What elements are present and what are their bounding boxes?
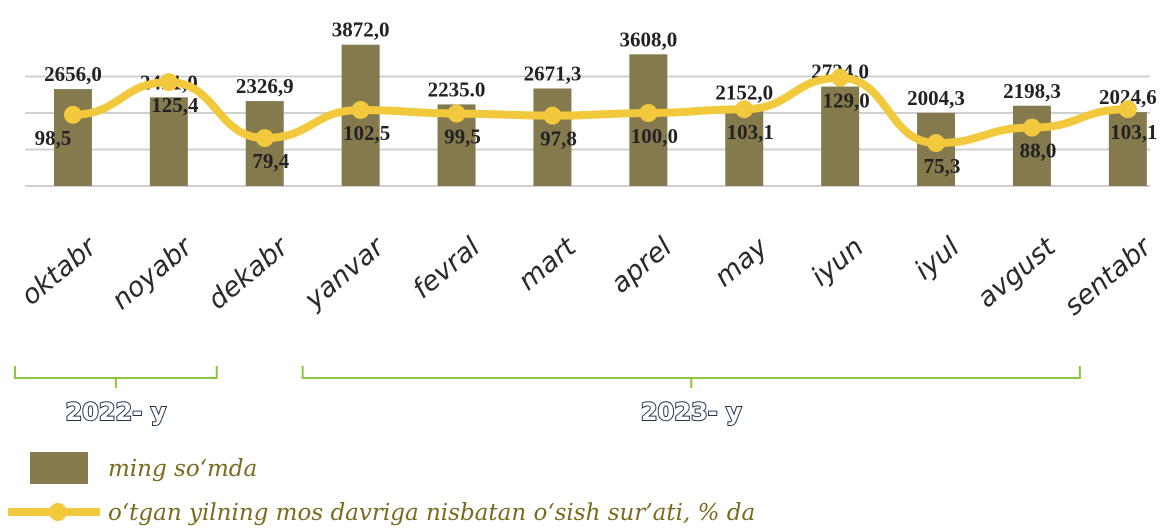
line <box>68 73 1132 148</box>
line-marker <box>927 134 946 153</box>
bar <box>533 88 572 186</box>
line-value-label: 97,8 <box>540 127 577 151</box>
line-marker <box>447 104 466 123</box>
bar <box>53 89 92 186</box>
bar-value-label: 2004,3 <box>907 86 965 110</box>
line-value-label: 99,5 <box>444 125 481 149</box>
bar <box>821 86 860 186</box>
x-tick-label: iyul <box>909 231 966 286</box>
group-label: 2022- y <box>65 398 166 426</box>
line-marker <box>735 100 754 119</box>
line-marker <box>831 68 850 87</box>
x-tick-label: yanvar <box>298 230 392 316</box>
line-value-label: 102,5 <box>343 121 390 145</box>
line-marker <box>351 100 370 119</box>
legend-swatch-marker <box>49 503 67 521</box>
legend-swatch-bar <box>30 452 88 484</box>
bar-value-label: 3608,0 <box>619 27 677 51</box>
line-value-label: 103,1 <box>1110 120 1157 144</box>
bar-value-label: 2198,3 <box>1003 79 1061 103</box>
line-marker <box>639 104 658 122</box>
line-marker <box>543 106 562 125</box>
legend-label: o‘tgan yilning mos davriga nisbatan o‘si… <box>108 500 755 526</box>
x-tick-label: aprel <box>605 231 678 299</box>
x-tick-label: noyabr <box>106 230 200 316</box>
bar-value-label: 2656,0 <box>44 62 102 86</box>
group-label: 2023- y <box>641 398 742 426</box>
bar <box>725 107 764 186</box>
x-tick-label: dekabr <box>202 230 296 315</box>
x-tick-label: fevral <box>407 231 486 305</box>
line-value-label: 103,1 <box>727 120 774 144</box>
bar <box>149 97 188 186</box>
line-value-label: 79,4 <box>252 149 289 173</box>
line-value-label: 88,0 <box>1020 139 1057 163</box>
line-marker <box>255 129 274 148</box>
bar-value-label: 2326,9 <box>236 74 294 98</box>
line-value-label: 98,5 <box>35 126 72 150</box>
group-brace <box>301 366 1081 388</box>
bar-value-label: 2235.0 <box>428 77 486 101</box>
x-tick-label: iyun <box>806 232 870 293</box>
x-tick-label: oktabr <box>15 230 103 311</box>
line-marker <box>1022 118 1041 137</box>
line-marker <box>1118 100 1137 119</box>
x-tick-label: avgust <box>971 231 1062 314</box>
x-tick-label: sentabr <box>1058 230 1158 321</box>
line-value-label: 100,0 <box>631 124 678 148</box>
x-tick-label: mart <box>513 231 583 297</box>
line-value-label: 125,4 <box>151 93 199 117</box>
line-value-label: 75,3 <box>924 154 961 178</box>
line-marker <box>159 73 178 92</box>
bar <box>1108 112 1147 186</box>
line-marker <box>63 105 82 124</box>
bar-value-label: 3872,0 <box>332 18 390 42</box>
line-value-label: 129,0 <box>823 89 870 113</box>
group-brace <box>13 366 218 388</box>
legend-label: ming so‘mda <box>108 456 257 482</box>
bar-value-label: 2671,3 <box>524 61 582 85</box>
x-tick-label: may <box>709 231 775 293</box>
